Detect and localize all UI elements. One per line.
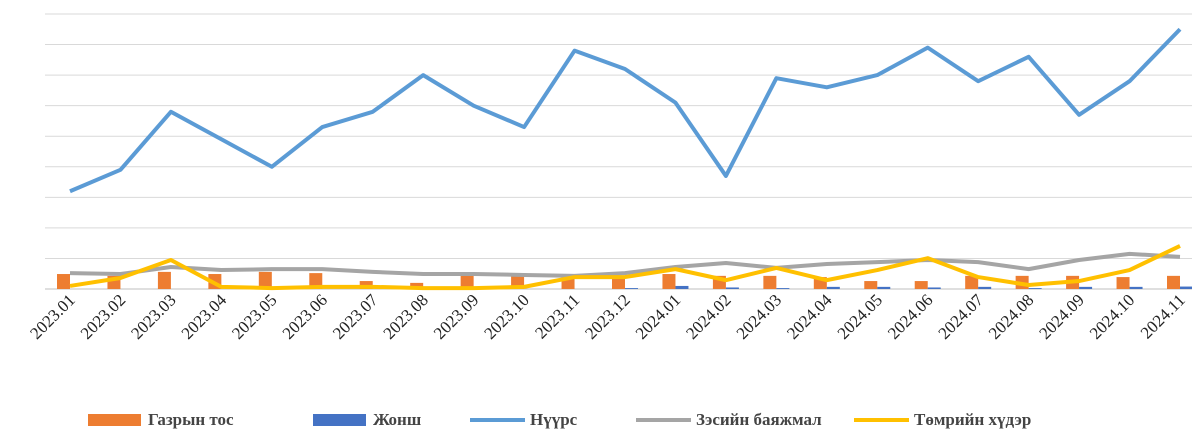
bar: [965, 275, 979, 289]
bar: [1079, 286, 1093, 289]
bar: [625, 288, 638, 289]
x-tick-label: 2023.11: [531, 290, 583, 342]
x-tick-label: 2024.04: [783, 290, 836, 343]
x-tick-label: 2024.09: [1035, 290, 1088, 343]
bar: [157, 271, 171, 289]
x-tick-label: 2023.07: [329, 290, 382, 343]
bar: [57, 274, 70, 289]
x-tick-label: 2024.03: [733, 290, 786, 343]
x-tick-label: 2024.05: [834, 290, 887, 343]
bar: [561, 277, 575, 289]
bar: [763, 275, 777, 289]
bar: [725, 287, 739, 289]
bar: [1129, 286, 1143, 289]
bar: [1180, 286, 1192, 289]
bar: [927, 287, 941, 289]
bar: [914, 281, 928, 289]
x-tick-label: 2024.08: [985, 290, 1038, 343]
bar: [1028, 288, 1042, 289]
legend-label: Нүүрс: [530, 410, 578, 429]
bar: [662, 274, 676, 289]
x-tick-label: 2023.08: [380, 290, 433, 343]
line-series: [69, 27, 1182, 194]
x-tick-label: 2023.02: [77, 290, 130, 343]
x-tick-label: 2023.04: [178, 290, 231, 343]
line-series: [69, 244, 1181, 291]
bar: [1116, 277, 1130, 289]
x-tick-label: 2024.11: [1137, 290, 1189, 342]
bar: [826, 286, 840, 289]
x-tick-label: 2024.06: [884, 290, 937, 343]
x-tick-label: 2023.05: [228, 290, 281, 343]
bar: [813, 277, 827, 289]
x-tick-label: 2023.03: [127, 290, 180, 343]
x-tick-label: 2024.10: [1086, 290, 1139, 343]
bar: [877, 286, 891, 289]
x-tick-label: 2023.10: [480, 290, 533, 343]
x-tick-label: 2023.01: [26, 290, 79, 343]
bar: [864, 281, 878, 289]
bar: [776, 288, 790, 289]
x-tick-label: 2024.07: [935, 290, 988, 343]
x-tick-label: 2023.06: [279, 290, 332, 343]
legend-label: Зэсийн баяжмал: [696, 410, 822, 429]
legend-label: Газрын тос: [148, 410, 234, 429]
legend-label: Жонш: [373, 410, 421, 429]
bar: [675, 285, 689, 289]
bar: [460, 274, 474, 289]
bar: [612, 278, 625, 289]
x-tick-label: 2023.12: [581, 290, 634, 343]
bar: [258, 271, 272, 289]
bar: [1167, 275, 1180, 289]
legend-label: Төмрийн хүдэр: [914, 410, 1031, 429]
bar: [978, 286, 992, 289]
x-tick-label: 2024.02: [682, 290, 735, 343]
legend-swatch: [313, 414, 366, 426]
x-tick-label: 2023.09: [430, 290, 483, 343]
line-series: [69, 251, 1181, 278]
legend-swatch: [88, 414, 141, 426]
x-tick-label: 2024.01: [632, 290, 685, 343]
